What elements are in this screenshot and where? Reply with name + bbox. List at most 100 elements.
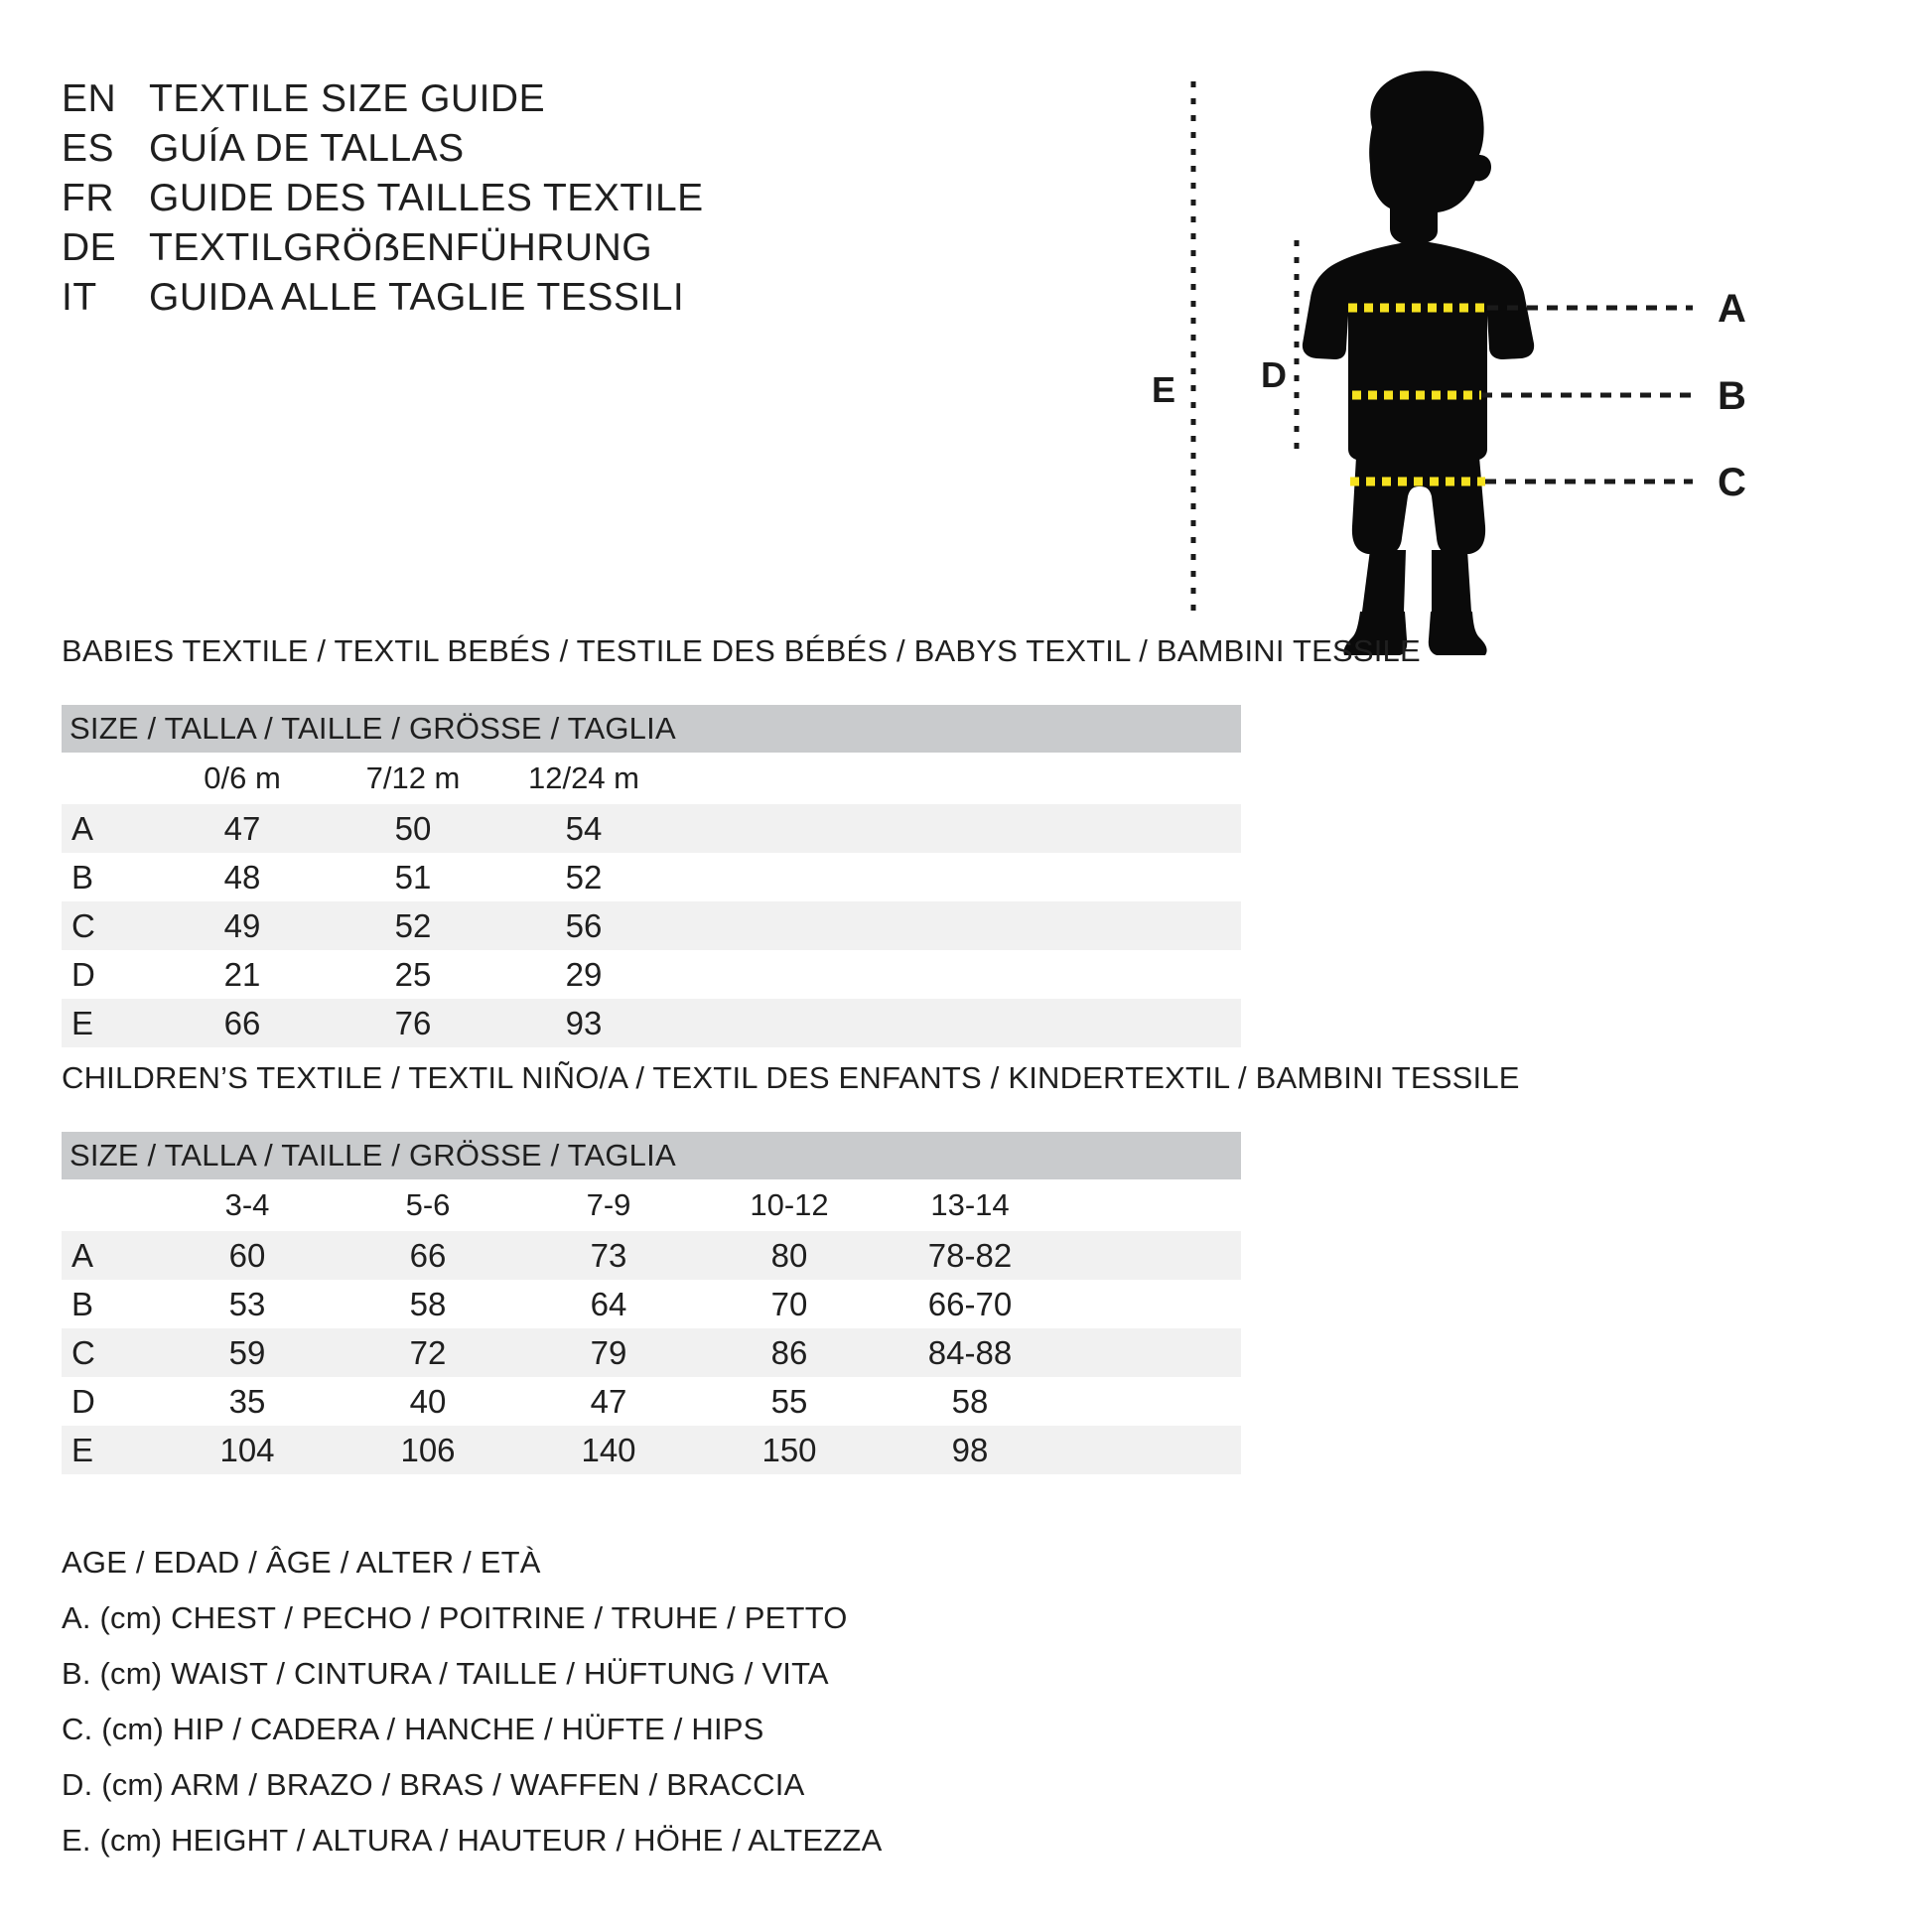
babies-cell-b-fill <box>669 853 1241 901</box>
children-col-header-4: 13-14 <box>880 1179 1060 1231</box>
babies-cell-b-1: 51 <box>328 853 498 901</box>
children-table-band-row: SIZE / TALLA / TAILLE / GRÖSSE / TAGLIA <box>62 1132 1242 1179</box>
babies-cell-c-0: 49 <box>157 901 328 950</box>
children-cell-e-4: 98 <box>880 1426 1060 1474</box>
children-cell-e-1: 106 <box>338 1426 518 1474</box>
table-row: D 35 40 47 55 58 <box>62 1377 1242 1426</box>
children-cell-e-2: 140 <box>518 1426 699 1474</box>
children-cell-d-2: 47 <box>518 1377 699 1426</box>
table-row: B 48 51 52 <box>62 853 1241 901</box>
legend-line-height: E. (cm) HEIGHT / ALTURA / HAUTEUR / HÖHE… <box>62 1823 883 1858</box>
babies-cell-c-fill <box>669 901 1241 950</box>
children-cell-c-2: 79 <box>518 1328 699 1377</box>
language-row-fr: FR GUIDE DES TAILLES TEXTILE <box>62 177 704 226</box>
language-title-en: TEXTILE SIZE GUIDE <box>149 77 546 120</box>
measurement-diagram: A B C D E <box>1122 60 1906 655</box>
children-row-label-c: C <box>62 1328 157 1377</box>
children-cell-e-fill <box>1060 1426 1242 1474</box>
babies-col-header-0: 0/6 m <box>157 753 328 804</box>
table-row: A 47 50 54 <box>62 804 1241 853</box>
hip-label-c: C <box>1718 461 1746 504</box>
children-cell-b-1: 58 <box>338 1280 518 1328</box>
arm-label-d: D <box>1261 354 1287 395</box>
children-row-label-a: A <box>62 1231 157 1280</box>
babies-row-label-e: E <box>62 999 157 1047</box>
legend-line-age: AGE / EDAD / ÂGE / ALTER / ETÀ <box>62 1545 541 1580</box>
babies-cell-c-1: 52 <box>328 901 498 950</box>
babies-cell-c-2: 56 <box>498 901 669 950</box>
measurement-legend: AGE / EDAD / ÂGE / ALTER / ETÀ A. (cm) C… <box>62 1535 882 1868</box>
table-row: B 53 58 64 70 66-70 <box>62 1280 1242 1328</box>
language-title-de: TEXTILGRÖẞENFÜHRUNG <box>149 226 653 269</box>
babies-row-label-b: B <box>62 853 157 901</box>
babies-row-label-a: A <box>62 804 157 853</box>
babies-cell-a-1: 50 <box>328 804 498 853</box>
babies-cell-e-0: 66 <box>157 999 328 1047</box>
children-cell-e-3: 150 <box>699 1426 880 1474</box>
children-col-header-1: 5-6 <box>338 1179 518 1231</box>
language-title-fr: GUIDE DES TAILLES TEXTILE <box>149 177 704 219</box>
legend-line-waist: B. (cm) WAIST / CINTURA / TAILLE / HÜFTU… <box>62 1656 829 1691</box>
language-code-fr: FR <box>62 177 114 219</box>
legend-line-arm: D. (cm) ARM / BRAZO / BRAS / WAFFEN / BR… <box>62 1767 805 1802</box>
children-col-header-0: 3-4 <box>157 1179 338 1231</box>
language-title-block: EN TEXTILE SIZE GUIDE ES GUÍA DE TALLAS … <box>62 77 704 326</box>
babies-cell-d-2: 29 <box>498 950 669 999</box>
children-cell-d-3: 55 <box>699 1377 880 1426</box>
babies-cell-e-2: 93 <box>498 999 669 1047</box>
children-cell-a-3: 80 <box>699 1231 880 1280</box>
babies-col-header-2: 12/24 m <box>498 753 669 804</box>
children-cell-d-fill <box>1060 1377 1242 1426</box>
children-row-label-d: D <box>62 1377 157 1426</box>
babies-row-label-c: C <box>62 901 157 950</box>
table-row: C 59 72 79 86 84-88 <box>62 1328 1242 1377</box>
language-code-it: IT <box>62 276 97 319</box>
babies-col-header-fill <box>669 753 1241 804</box>
children-col-header-2: 7-9 <box>518 1179 699 1231</box>
babies-cell-d-0: 21 <box>157 950 328 999</box>
babies-row-label-d: D <box>62 950 157 999</box>
children-row-label-e: E <box>62 1426 157 1474</box>
children-cell-a-2: 73 <box>518 1231 699 1280</box>
children-column-header-row: 3-4 5-6 7-9 10-12 13-14 <box>62 1179 1242 1231</box>
chest-label-a: A <box>1718 287 1746 331</box>
children-cell-c-0: 59 <box>157 1328 338 1377</box>
babies-cell-a-0: 47 <box>157 804 328 853</box>
children-cell-e-0: 104 <box>157 1426 338 1474</box>
babies-table-band-row: SIZE / TALLA / TAILLE / GRÖSSE / TAGLIA <box>62 705 1241 753</box>
table-row: C 49 52 56 <box>62 901 1241 950</box>
children-cell-b-2: 64 <box>518 1280 699 1328</box>
babies-column-header-row: 0/6 m 7/12 m 12/24 m <box>62 753 1241 804</box>
children-cell-c-4: 84-88 <box>880 1328 1060 1377</box>
children-section-caption: CHILDREN’S TEXTILE / TEXTIL NIÑO/A / TEX… <box>62 1060 1520 1095</box>
children-cell-b-3: 70 <box>699 1280 880 1328</box>
babies-band-label: SIZE / TALLA / TAILLE / GRÖSSE / TAGLIA <box>62 705 1241 753</box>
babies-section-caption: BABIES TEXTILE / TEXTIL BEBÉS / TESTILE … <box>62 633 1421 668</box>
children-cell-c-1: 72 <box>338 1328 518 1377</box>
children-band-label: SIZE / TALLA / TAILLE / GRÖSSE / TAGLIA <box>62 1132 1242 1179</box>
language-code-de: DE <box>62 226 117 269</box>
babies-cell-d-1: 25 <box>328 950 498 999</box>
babies-cell-d-fill <box>669 950 1241 999</box>
babies-cell-a-2: 54 <box>498 804 669 853</box>
height-label-e: E <box>1152 369 1175 410</box>
babies-cell-a-fill <box>669 804 1241 853</box>
babies-cell-b-2: 52 <box>498 853 669 901</box>
language-row-es: ES GUÍA DE TALLAS <box>62 127 704 177</box>
table-row: D 21 25 29 <box>62 950 1241 999</box>
child-silhouette <box>1302 70 1535 655</box>
children-col-header-3: 10-12 <box>699 1179 880 1231</box>
children-cell-d-4: 58 <box>880 1377 1060 1426</box>
waist-label-b: B <box>1718 374 1746 418</box>
children-cell-c-fill <box>1060 1328 1242 1377</box>
children-cell-b-4: 66-70 <box>880 1280 1060 1328</box>
legend-line-chest: A. (cm) CHEST / PECHO / POITRINE / TRUHE… <box>62 1600 848 1635</box>
language-code-en: EN <box>62 77 117 120</box>
children-cell-d-0: 35 <box>157 1377 338 1426</box>
children-corner-cell <box>62 1179 157 1231</box>
children-cell-a-4: 78-82 <box>880 1231 1060 1280</box>
children-col-header-fill <box>1060 1179 1242 1231</box>
children-row-label-b: B <box>62 1280 157 1328</box>
children-size-table: SIZE / TALLA / TAILLE / GRÖSSE / TAGLIA … <box>62 1132 1242 1474</box>
